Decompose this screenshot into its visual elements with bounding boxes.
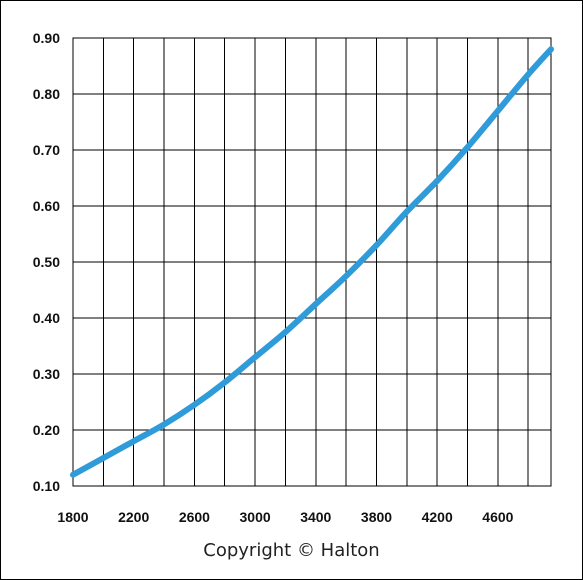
- x-tick-label: 3800: [361, 509, 392, 525]
- series-line: [70, 46, 554, 478]
- y-tick-label: 0.40: [33, 310, 60, 326]
- x-tick-label: 3000: [240, 509, 271, 525]
- grid: [72, 37, 552, 487]
- y-tick-label: 0.70: [33, 142, 60, 158]
- series-layer: [70, 46, 554, 478]
- y-tick-label: 0.20: [33, 422, 60, 438]
- y-tick-label: 0.90: [33, 30, 60, 46]
- y-axis-ticks: 0.10 0.20 0.30 0.40 0.50 0.60 0.70 0.80 0.90: [33, 30, 60, 494]
- copyright-notice: Copyright © Halton: [203, 540, 380, 561]
- y-tick-label: 0.10: [33, 478, 60, 494]
- y-tick-label: 0.50: [33, 254, 60, 270]
- plot-border: [72, 37, 552, 487]
- x-tick-label: 2600: [179, 509, 210, 525]
- x-tick-label: 4200: [422, 509, 453, 525]
- x-tick-label: 1800: [57, 509, 88, 525]
- x-tick-label: 4600: [482, 509, 513, 525]
- x-tick-label: 2200: [118, 509, 149, 525]
- y-tick-label: 0.30: [33, 366, 60, 382]
- y-tick-label: 0.80: [33, 86, 60, 102]
- x-tick-label: 3400: [300, 509, 331, 525]
- x-axis-ticks: 1800 2200 2600 3000 3400 3800 4200 4600: [57, 509, 513, 525]
- y-tick-label: 0.60: [33, 198, 60, 214]
